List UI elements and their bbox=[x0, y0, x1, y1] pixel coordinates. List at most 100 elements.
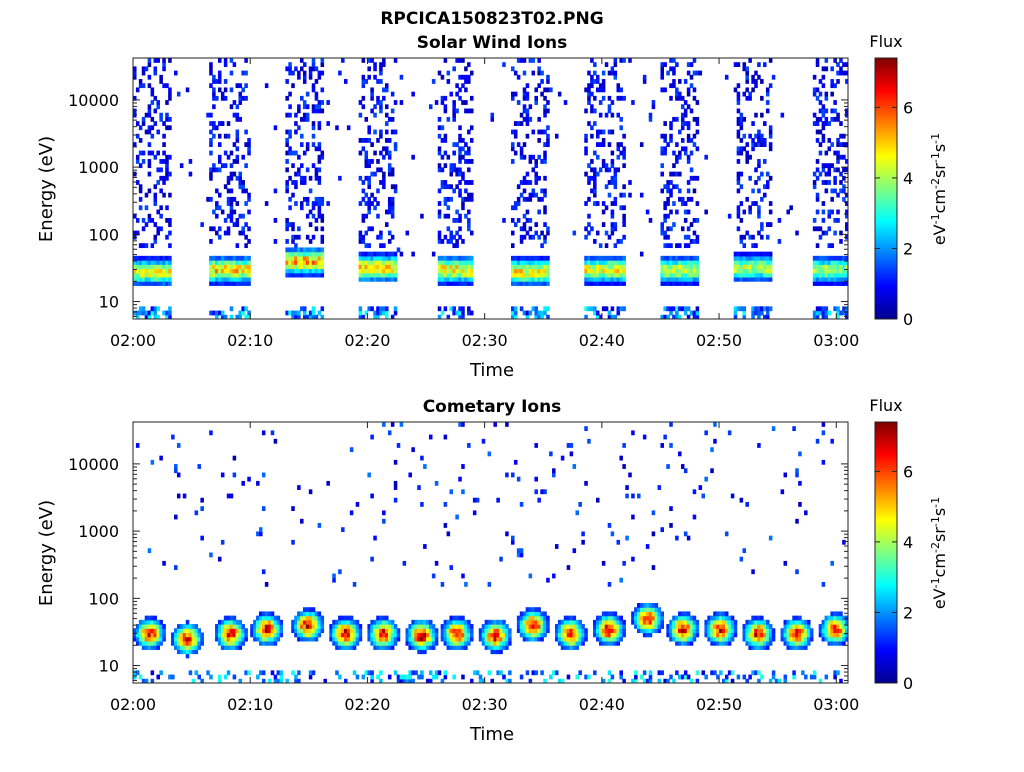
flux-cell bbox=[305, 251, 310, 257]
flux-cell bbox=[159, 628, 163, 634]
flux-cell bbox=[437, 209, 442, 215]
flux-cell bbox=[724, 611, 729, 617]
flux-cell bbox=[651, 100, 656, 105]
flux-cell bbox=[765, 255, 770, 261]
flux-cell bbox=[537, 70, 541, 76]
flux-cell bbox=[616, 539, 621, 545]
flux-cell bbox=[144, 222, 149, 227]
flux-cell bbox=[464, 79, 468, 84]
flux-cell bbox=[619, 58, 623, 63]
flux-cell bbox=[464, 100, 468, 105]
flux-cell bbox=[683, 121, 688, 126]
flux-cell bbox=[765, 108, 770, 114]
flux-cell bbox=[610, 632, 615, 638]
flux-cell bbox=[672, 624, 676, 629]
flux-cell bbox=[141, 272, 146, 278]
flux-cell bbox=[285, 79, 289, 84]
flux-cell bbox=[455, 167, 459, 173]
flux-cell bbox=[229, 493, 234, 499]
flux-cell bbox=[842, 624, 846, 629]
flux-cell bbox=[754, 251, 758, 257]
flux-cell bbox=[689, 137, 694, 143]
flux-cell bbox=[631, 493, 635, 499]
flux-cell bbox=[291, 247, 295, 253]
flux-cell bbox=[264, 624, 269, 629]
flux-cell bbox=[683, 108, 688, 114]
flux-cell bbox=[461, 615, 465, 621]
flux-cell bbox=[144, 129, 149, 135]
flux-cell bbox=[364, 154, 369, 160]
flux-cell bbox=[437, 272, 442, 278]
flux-cell bbox=[639, 628, 644, 634]
flux-cell bbox=[771, 674, 776, 680]
flux-cell bbox=[417, 624, 421, 629]
flux-cell bbox=[464, 188, 468, 194]
flux-cell bbox=[569, 632, 574, 638]
flux-cell bbox=[748, 260, 752, 265]
flux-cell bbox=[581, 628, 585, 634]
flux-cell bbox=[543, 619, 547, 625]
flux-cell bbox=[505, 422, 509, 427]
flux-cell bbox=[358, 260, 363, 265]
flux-cell bbox=[244, 255, 248, 261]
flux-cell bbox=[830, 268, 834, 274]
flux-cell bbox=[757, 640, 761, 646]
flux-cell bbox=[302, 150, 307, 156]
flux-cell bbox=[540, 230, 544, 236]
flux-cell bbox=[578, 636, 582, 642]
flux-cell bbox=[361, 213, 366, 219]
flux-cell bbox=[408, 624, 412, 629]
flux-cell bbox=[522, 226, 527, 232]
flux-cell bbox=[584, 272, 588, 278]
flux-cell bbox=[135, 87, 140, 93]
flux-cell bbox=[581, 632, 585, 638]
flux-cell bbox=[229, 175, 234, 181]
flux-cell bbox=[751, 310, 755, 316]
flux-cell bbox=[469, 255, 474, 261]
flux-cell bbox=[833, 188, 837, 194]
flux-cell bbox=[138, 83, 143, 89]
flux-cell bbox=[686, 611, 691, 617]
flux-cell bbox=[528, 226, 533, 232]
flux-cell bbox=[839, 154, 843, 160]
flux-cell bbox=[223, 133, 228, 139]
flux-cell bbox=[396, 674, 401, 680]
flux-cell bbox=[144, 615, 149, 621]
flux-cell bbox=[519, 619, 524, 625]
flux-cell bbox=[464, 268, 468, 274]
flux-cell bbox=[188, 624, 193, 629]
flux-cell bbox=[680, 116, 685, 122]
flux-cell bbox=[133, 632, 137, 638]
flux-cell bbox=[247, 239, 251, 244]
flux-cell bbox=[376, 306, 380, 312]
flux-cell bbox=[821, 268, 826, 274]
flux-cell bbox=[379, 645, 383, 650]
flux-cell bbox=[736, 188, 741, 194]
flux-cell bbox=[751, 645, 755, 650]
flux-cell bbox=[669, 674, 673, 680]
flux-cell bbox=[824, 150, 829, 156]
flux-cell bbox=[601, 163, 606, 169]
flux-cell bbox=[464, 255, 468, 261]
flux-cell bbox=[707, 628, 711, 634]
flux-cell bbox=[604, 112, 609, 118]
flux-cell bbox=[443, 260, 448, 265]
flux-cell bbox=[578, 619, 582, 625]
flux-cell bbox=[267, 628, 272, 634]
flux-cell bbox=[302, 264, 307, 270]
flux-cell bbox=[713, 615, 717, 621]
flux-cell bbox=[247, 146, 251, 152]
flux-cell bbox=[308, 615, 313, 621]
flux-cell bbox=[595, 154, 600, 160]
flux-cell bbox=[754, 276, 758, 282]
flux-cell bbox=[138, 306, 143, 312]
flux-cell bbox=[534, 230, 538, 236]
flux-cell bbox=[408, 472, 412, 478]
flux-cell bbox=[669, 137, 673, 143]
flux-cell bbox=[525, 314, 530, 319]
flux-cell bbox=[528, 58, 533, 63]
flux-cell bbox=[604, 306, 609, 312]
flux-cell bbox=[156, 632, 160, 638]
flux-cell bbox=[739, 137, 744, 143]
flux-cell bbox=[768, 125, 773, 131]
